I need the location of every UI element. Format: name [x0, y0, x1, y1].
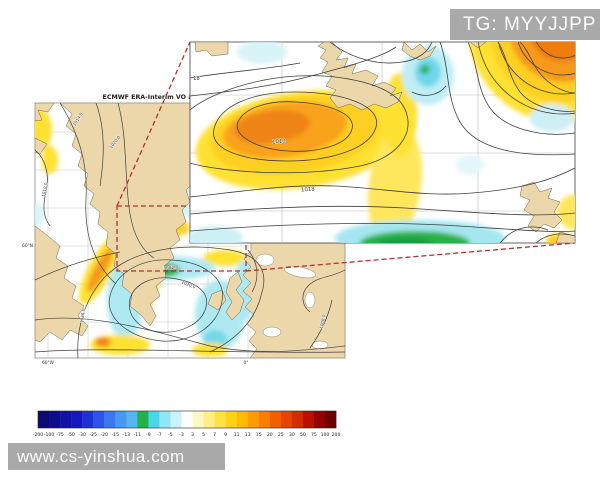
colorbar-segment: [82, 411, 94, 428]
greenland-corner-landmass: [194, 42, 229, 57]
colorbar-segment: [247, 411, 259, 428]
colorbar-tick-label: 15: [256, 432, 262, 438]
large-map-land: [194, 42, 575, 243]
top-edge-islet: [469, 42, 487, 49]
colorbar-tick-label: 75: [311, 432, 317, 438]
mediterranean-inlet: [262, 326, 282, 338]
colorbar-segment: [148, 411, 160, 428]
colorbar-segment: [137, 411, 149, 428]
colorbar-tick-label: 9: [224, 432, 227, 438]
iceland-ne-peninsula: [401, 42, 437, 61]
small-map-land: [35, 103, 345, 358]
lon-axis-label-right: 0°: [244, 360, 249, 366]
canada-coast: [35, 225, 89, 343]
contour-label: 1018: [301, 186, 316, 193]
large-map-anomaly-shading: [190, 42, 575, 243]
colorbar-tick-label: 5: [202, 432, 205, 438]
colorbar-tick-label: -9: [146, 432, 151, 438]
colorbar-tick-label: 100: [321, 432, 330, 438]
colorbar-tick-label: -200: [33, 432, 44, 438]
colorbar: -200 -100 -75 -50 -30 -25 -20 -15 -13 -11 -9 -7 -5 -3…: [33, 410, 341, 438]
colorbar-segment: [225, 411, 237, 428]
colorbar-tick-label: -50: [67, 432, 75, 438]
arctic-islands: [35, 103, 55, 122]
zoom-connector-top: [116, 41, 191, 207]
baltic-sea-inlet: [284, 265, 316, 279]
north-sea-inlet: [255, 253, 275, 267]
colorbar-segment: [214, 411, 226, 428]
colorbar-tick-label: -7: [157, 432, 162, 438]
colorbar-segment: [104, 411, 116, 428]
colorbar-segment: [126, 411, 138, 428]
colorbar-tick-label: -20: [100, 432, 108, 438]
scotland-zoom-landmass: [519, 181, 563, 233]
colorbar-tick-label: 25: [278, 432, 284, 438]
colorbar-tick-label: -75: [56, 432, 64, 438]
contour-label: 1022.0: [163, 264, 178, 270]
colorbar-tick-label: 13: [245, 432, 251, 438]
large-map-contours: 18 1010 1018: [190, 42, 575, 243]
contour-label: 1010.0: [41, 182, 49, 198]
contour-label: 1020.0: [181, 280, 197, 290]
colorbar-segment: [93, 411, 105, 428]
colorbar-tick-label: -25: [89, 432, 97, 438]
contour-label: 1008.0: [319, 314, 327, 330]
colorbar-tick-label: 7: [213, 432, 216, 438]
colorbar-tick-label: 30: [289, 432, 295, 438]
colorbar-frame: [37, 410, 337, 429]
colorbar-segment: [324, 411, 337, 428]
colorbar-segment: [181, 411, 193, 428]
colorbar-tick-label: 50: [300, 432, 306, 438]
colorbar-segment: [71, 411, 83, 428]
colorbar-segment: [280, 411, 293, 428]
arctic-islands-2: [35, 137, 48, 155]
colorbar-segment: [38, 411, 50, 428]
colorbar-tick-label: -13: [123, 432, 131, 438]
colorbar-tick-label: -30: [78, 432, 86, 438]
colorbar-segment: [192, 411, 204, 428]
colorbar-tick-label: -11: [134, 432, 142, 438]
colorbar-tick-label: 3: [191, 432, 194, 438]
colorbar-segment: [115, 411, 127, 428]
great-britain: [225, 271, 245, 321]
colorbar-segment: [258, 411, 270, 428]
colorbar-segment: [159, 411, 171, 428]
colorbar-segment: [203, 411, 215, 428]
colorbar-tick-label: -3: [179, 432, 184, 438]
map-title: ECMWF ERA-Interim VO at: [103, 94, 196, 101]
adriatic-inlet: [304, 291, 316, 309]
contour-label: 18: [193, 76, 200, 82]
colorbar-segment: [60, 411, 72, 428]
colorbar-tick-label: -15: [112, 432, 120, 438]
watermark-bottom-left: www.cs-yinshua.com: [8, 443, 225, 470]
lon-axis-label-left: 60°W: [42, 360, 55, 366]
contour-label: 1026.0: [79, 308, 86, 324]
colorbar-tick-label: 20: [267, 432, 273, 438]
colorbar-tick-label: 11: [234, 432, 240, 438]
lat-axis-label: 60°N: [22, 243, 33, 249]
colorbar-segment: [49, 411, 61, 428]
contour-label: 1010: [272, 138, 287, 145]
watermark-top-right: TG: MYYJJPP: [450, 9, 600, 40]
zoom-connector-bottom: [245, 242, 576, 272]
colorbar-tick-label: 200: [332, 432, 341, 438]
large-map-panel: 18 1010 1018: [189, 41, 576, 244]
colorbar-tick-label: -100: [44, 432, 55, 438]
colorbar-segment: [170, 411, 182, 428]
colorbar-segment: [269, 411, 282, 428]
colorbar-segment: [236, 411, 248, 428]
colorbar-segment: [302, 411, 315, 428]
colorbar-segment: [291, 411, 304, 428]
colorbar-tick-label: -5: [168, 432, 173, 438]
colorbar-segment: [313, 411, 326, 428]
